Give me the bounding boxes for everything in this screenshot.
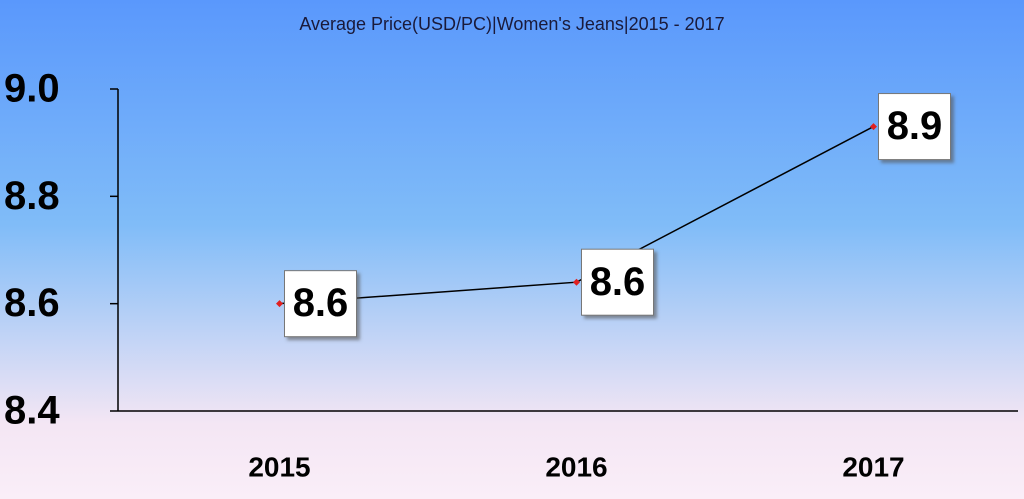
y-tick-label: 8.8 (4, 174, 60, 218)
data-label: 8.6 (293, 281, 349, 325)
data-label-box (581, 248, 654, 316)
y-tick-label: 8.6 (4, 281, 60, 325)
y-tick-label: 8.4 (4, 389, 60, 433)
chart-title: Average Price(USD/PC)|Women's Jeans|2015… (299, 14, 724, 34)
marker (870, 123, 877, 131)
marker (573, 278, 580, 286)
data-label-box (878, 93, 951, 161)
x-tick-label: 2015 (248, 451, 310, 482)
y-tick-label: 9.0 (4, 67, 60, 111)
data-label: 8.9 (887, 104, 943, 148)
x-tick-label: 2016 (545, 451, 607, 482)
marker (276, 300, 283, 308)
data-label: 8.6 (590, 260, 646, 304)
data-label-box (284, 270, 357, 338)
x-tick-label: 2017 (842, 451, 904, 482)
